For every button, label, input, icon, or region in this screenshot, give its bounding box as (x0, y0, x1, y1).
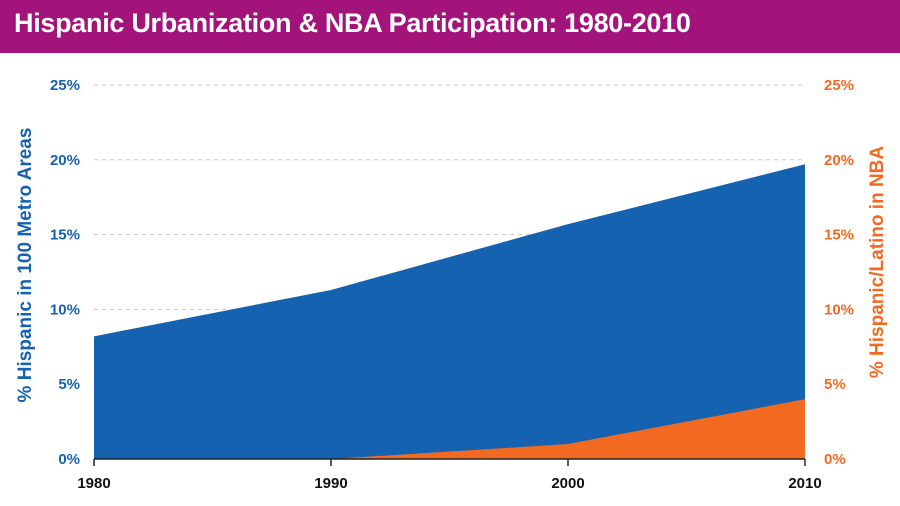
right-axis-label: % Hispanic/Latino in NBA (867, 146, 888, 379)
left-axis-ticks: 0% 5% 10% 15% 20% 25% (50, 77, 80, 468)
right-y-tick-label: 5% (824, 376, 846, 393)
x-tick-label: 2000 (551, 475, 584, 492)
right-y-tick-label: 15% (824, 227, 854, 244)
x-tick-label: 1980 (77, 475, 110, 492)
series-areas (94, 164, 805, 459)
left-axis-label: % Hispanic in 100 Metro Areas (15, 128, 36, 403)
left-y-tick-label: 20% (50, 152, 80, 169)
left-y-tick-label: 25% (50, 77, 80, 94)
x-axis-ticks: 1980 1990 2000 2010 (77, 459, 822, 492)
right-y-tick-label: 20% (824, 152, 854, 169)
chart-title: Hispanic Urbanization & NBA Participatio… (14, 8, 691, 38)
left-y-tick-label: 0% (58, 451, 80, 468)
right-y-tick-label: 10% (824, 301, 854, 318)
x-tick-label: 2010 (788, 475, 821, 492)
title-bar: Hispanic Urbanization & NBA Participatio… (0, 0, 900, 53)
right-axis-ticks: 0% 5% 10% 15% 20% 25% (824, 77, 854, 468)
x-tick-label: 1990 (314, 475, 347, 492)
left-y-tick-label: 10% (50, 301, 80, 318)
series-area-nba-hispanic (94, 399, 805, 459)
left-y-tick-label: 15% (50, 227, 80, 244)
series-area-metro-hispanic (94, 164, 805, 459)
right-y-tick-label: 0% (824, 451, 846, 468)
left-y-tick-label: 5% (58, 376, 80, 393)
right-y-tick-label: 25% (824, 77, 854, 94)
